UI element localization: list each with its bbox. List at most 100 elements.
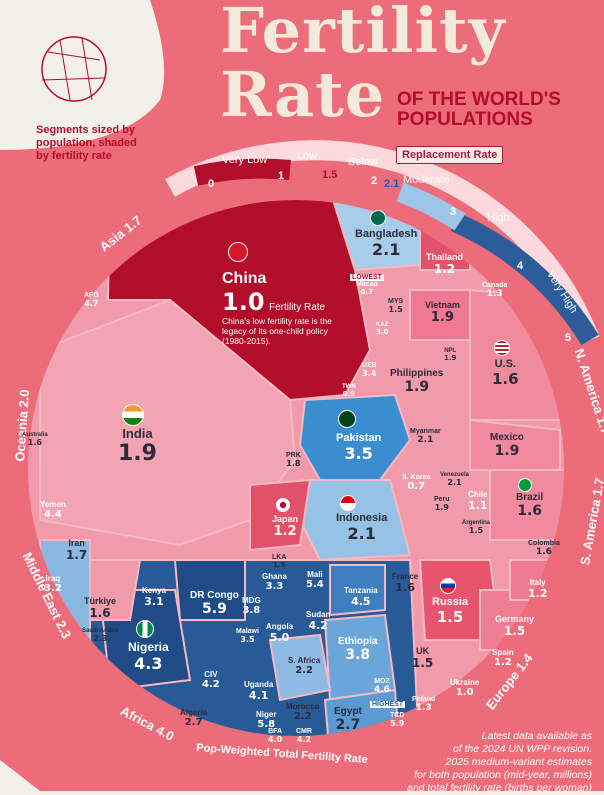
country-name: TCD <box>390 712 405 719</box>
country-name: UZB <box>362 362 377 369</box>
country-value: 3.1 <box>144 595 164 608</box>
title-line-1: Fertility <box>220 0 506 67</box>
us-flag-icon <box>494 340 510 356</box>
country-name: Vietnam <box>425 300 460 310</box>
country-morocco: Morocco 2.2 <box>286 702 319 722</box>
country-canada: Canada 1.3 <box>482 282 507 299</box>
country-name: MDG <box>242 596 261 605</box>
country-name: U.S. <box>494 358 516 370</box>
country-russia: Russia 1.5 <box>432 596 468 626</box>
tick-2-1: 2.1 <box>384 178 400 190</box>
country-value: 5.9 <box>390 719 405 728</box>
country-mexico: Mexico 1.9 <box>490 432 524 459</box>
country-s-africa: S. Africa 2.2 <box>288 656 320 676</box>
country-cmr: CMR 4.2 <box>296 728 312 744</box>
country-us: U.S. 1.6 <box>492 358 519 388</box>
country-value: 1.3 <box>486 289 503 299</box>
country-value: 1.6 <box>535 547 552 557</box>
tick-0: 0 <box>208 178 215 190</box>
country-name: KAZ <box>376 322 389 328</box>
country-value: 1.5 <box>436 608 464 626</box>
country-spain: Spain 1.2 <box>492 648 514 668</box>
country-value: 4.4 <box>44 509 62 520</box>
country-name: Thailand <box>426 252 464 262</box>
country-s-korea: S. Korea 0.7 <box>402 474 430 492</box>
country-twn: TWN 0.9 <box>342 384 356 398</box>
note-line-3: 2025 medium-variant estimates <box>445 756 592 768</box>
country-uk: UK 1.5 <box>412 646 433 670</box>
country-name: S. Korea <box>402 474 431 481</box>
country-npl: NPL 1.9 <box>444 348 456 362</box>
macao-value: 0.7 <box>360 288 374 296</box>
country-name: AFG <box>84 292 99 299</box>
country-value: 1.2 <box>273 524 297 539</box>
scale-moderate: Moderate <box>403 174 450 186</box>
country-value: 1.9 <box>494 443 520 459</box>
country-name: Kenya <box>142 586 167 595</box>
country-name: Angola <box>266 622 294 631</box>
country-peru: Peru 1.9 <box>434 496 450 512</box>
country-value: 4.6 <box>374 685 390 695</box>
country-bfa: BFA 4.0 <box>268 728 282 744</box>
country-value: 5.8 <box>257 719 276 730</box>
country-value: 2.2 <box>295 665 313 676</box>
country-name: France <box>392 572 419 581</box>
country-brazil: Brazil 1.6 <box>516 492 543 519</box>
country-name: Iran <box>68 538 85 548</box>
country-iran: Iran 1.7 <box>66 538 87 562</box>
scale-below: Below <box>348 156 378 168</box>
country-lka: LKA 1.9 <box>272 554 286 569</box>
note-line-4: for both population (mid-year, millions) <box>414 769 592 781</box>
country-name: Ghana <box>262 572 287 581</box>
note-line-2: of the 2024 UN WPP revision. <box>452 743 592 755</box>
country-name: Germany <box>495 614 535 624</box>
replacement-rate-label: Replacement Rate <box>396 146 504 164</box>
country-value: 1.9 <box>272 561 286 569</box>
country-value: 2.1 <box>447 478 462 487</box>
country-name: PRK <box>286 452 301 459</box>
country-nigeria: Nigeria 4.3 <box>128 640 169 673</box>
country-name: Nigeria <box>128 640 169 654</box>
country-civ: CIV 4.2 <box>202 670 220 690</box>
country-myanmar: Myanmar 2.1 <box>410 428 441 445</box>
country-name: Yemen <box>40 500 66 509</box>
country-ghana: Ghana 3.3 <box>262 572 287 592</box>
country-value: 1.3 <box>415 703 432 713</box>
country-value: 1.7 <box>66 548 88 562</box>
country-vietnam: Vietnam 1.9 <box>425 300 460 325</box>
country-value: 1.2 <box>528 587 548 600</box>
subtitle-line-1: OF THE WORLD'S <box>397 89 561 110</box>
country-name: Bangladesh <box>355 228 418 240</box>
country-moz: MOZ 4.6 <box>374 678 390 695</box>
country-iraq: Iraq 3.2 <box>44 574 62 594</box>
country-value: 1.9 <box>404 379 430 395</box>
country-name: UK <box>416 646 430 656</box>
country-value: 1.9 <box>118 441 157 466</box>
china-value: 1.0 <box>222 288 265 316</box>
china-flag-icon <box>228 242 248 262</box>
nigeria-flag-icon <box>136 620 154 638</box>
country-name: Pakistan <box>336 432 382 444</box>
country-name: Venezuela <box>440 472 470 478</box>
tick-1-5: 1.5 <box>322 169 338 181</box>
country-poland: Poland 1.3 <box>412 696 435 713</box>
country-uzb: UZB 3.4 <box>362 362 376 378</box>
country-egypt: Egypt 2.7 <box>334 706 362 733</box>
country-name: Myanmar <box>410 428 441 435</box>
country-germany: Germany 1.5 <box>495 614 534 638</box>
country-china: China 1.0 Fertility Rate China's low fer… <box>222 270 337 346</box>
country-pakistan: Pakistan 3.5 <box>336 432 381 463</box>
tick-5: 5 <box>565 332 572 344</box>
country-name: S. Africa <box>288 656 321 665</box>
note-line-5: and total fertility rate (births per wom… <box>407 782 592 794</box>
highest-tag: HIGHEST <box>370 701 406 708</box>
country-name: Tanzania <box>344 586 378 595</box>
country-name: Russia <box>432 596 469 608</box>
note-line-1: Latest data available as <box>481 730 592 742</box>
tick-3: 3 <box>450 206 457 218</box>
country-name: Brazil <box>516 492 544 503</box>
india-flag-icon <box>122 404 144 426</box>
country-angola: Angola 5.0 <box>266 622 293 644</box>
country-name: Italy <box>529 578 546 587</box>
country-value: 2.7 <box>335 717 361 733</box>
